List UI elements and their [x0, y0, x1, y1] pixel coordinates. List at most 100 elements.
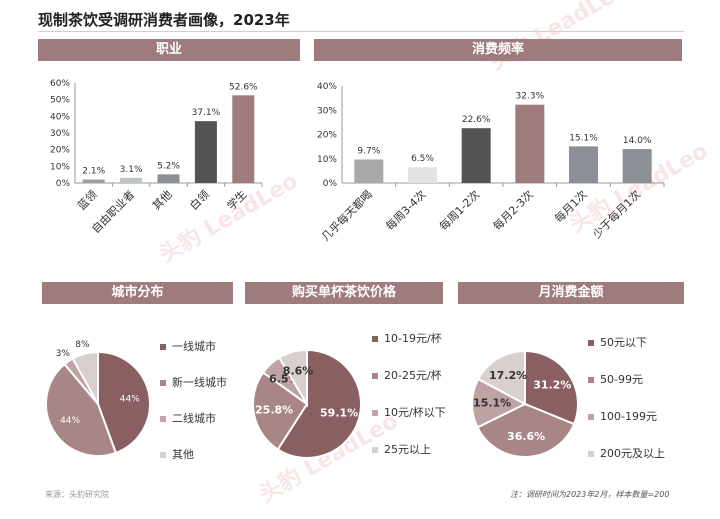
spend-legend: 50元以下 50-99元 100-199元 200元及以上: [588, 334, 720, 482]
legend-label: 25元以上: [384, 443, 431, 456]
frequency-ytick: 40%: [317, 82, 337, 92]
frequency-bar: [408, 167, 437, 183]
price-slice-label: 25.8%: [255, 403, 293, 416]
price-slice: [277, 348, 308, 408]
frequency-value-label: 32.3%: [516, 92, 545, 102]
legend-swatch: [588, 377, 594, 383]
occupation-ytick: 50%: [50, 96, 70, 106]
legend-item: 10元/杯以下: [372, 404, 446, 420]
frequency-ytick: 30%: [317, 106, 337, 116]
occupation-bar: [82, 179, 105, 183]
legend-label: 其他: [172, 448, 194, 461]
spend-slice: [524, 349, 579, 426]
city-slice: [71, 350, 99, 408]
legend-item: 50元以下: [588, 334, 647, 350]
page-title: 现制茶饮受调研消费者画像，2023年: [38, 11, 290, 29]
legend-item: 二线城市: [160, 410, 216, 426]
spend-slice: [476, 402, 576, 458]
legend-item: 10-19元/杯: [372, 330, 442, 346]
frequency-xtick: 少于每月1次: [590, 187, 644, 241]
legend-swatch: [372, 373, 378, 379]
city-slice-label: 8%: [75, 340, 90, 350]
city-legend: 一线城市新一线城市二线城市其他: [160, 338, 300, 482]
legend-swatch: [588, 340, 594, 346]
legend-swatch: [588, 451, 594, 457]
legend-item: 50-99元: [588, 371, 643, 387]
occupation-ytick: 20%: [50, 146, 70, 156]
city-slice: [45, 362, 118, 457]
price-slice: [252, 371, 309, 451]
occupation-ytick: 40%: [50, 112, 70, 122]
legend-item: 其他: [160, 446, 194, 462]
price-slice: [276, 348, 362, 459]
frequency-value-label: 9.7%: [357, 146, 380, 156]
legend-label: 新一线城市: [172, 376, 227, 389]
frequency-header: 消费频率: [314, 39, 682, 61]
legend-swatch: [372, 336, 378, 342]
frequency-value-label: 6.5%: [411, 154, 434, 164]
legend-item: 20-25元/杯: [372, 367, 442, 383]
legend-item: 一线城市: [160, 338, 216, 354]
legend-item: 200元及以上: [588, 445, 665, 461]
occupation-value-label: 3.1%: [120, 165, 143, 175]
occupation-ytick: 10%: [50, 162, 70, 172]
spend-slice-label: 36.6%: [507, 430, 545, 443]
occupation-bar: [232, 95, 255, 183]
occupation-xtick: 其他: [150, 188, 175, 213]
city-slice-label: 44%: [60, 416, 80, 426]
legend-label: 一线城市: [172, 340, 216, 353]
occupation-value-label: 2.1%: [82, 167, 105, 177]
price-slice-label: 8.6%: [283, 365, 314, 378]
legend-swatch: [372, 447, 378, 453]
legend-label: 10-19元/杯: [384, 332, 442, 345]
occupation-ytick: 30%: [50, 129, 70, 139]
occupation-bar: [157, 174, 180, 183]
occupation-bar: [194, 121, 217, 183]
price-header: 购买单杯茶饮价格: [245, 282, 443, 304]
occupation-value-label: 37.1%: [192, 108, 221, 118]
legend-label: 10元/杯以下: [384, 406, 446, 419]
frequency-bar: [569, 146, 598, 183]
spend-header: 月消费金额: [458, 282, 684, 304]
occupation-value-label: 52.6%: [229, 82, 258, 92]
legend-swatch: [588, 414, 594, 420]
legend-label: 200元及以上: [600, 447, 665, 460]
occupation-xtick: 学生: [224, 187, 249, 212]
city-header: 城市分布: [42, 282, 233, 304]
title-divider: [38, 31, 684, 32]
legend-label: 20-25元/杯: [384, 369, 442, 382]
occupation-xtick: 白领: [187, 187, 212, 212]
frequency-bar: [354, 159, 384, 183]
spend-slice-label: 15.1%: [473, 396, 511, 409]
frequency-ytick: 0%: [323, 179, 338, 189]
legend-item: 新一线城市: [160, 374, 227, 390]
price-legend: 10-19元/杯 20-25元/杯 10元/杯以下 25元以上: [372, 330, 512, 478]
frequency-xtick: 每周3-4次: [383, 187, 429, 233]
legend-swatch: [372, 410, 378, 416]
legend-item: 25元以上: [372, 441, 431, 457]
occupation-value-label: 5.2%: [157, 161, 180, 171]
price-slice-label: 59.1%: [320, 406, 358, 419]
frequency-xtick: 每月2-3次: [490, 187, 536, 233]
city-slice-label: 44%: [120, 394, 140, 404]
legend-swatch: [160, 380, 166, 386]
occupation-ytick: 0%: [56, 179, 71, 189]
spend-slice-label: 31.2%: [533, 379, 571, 392]
legend-label: 100-199元: [600, 410, 657, 423]
occupation-header: 职业: [38, 39, 300, 61]
footer-source: 来源：头豹研究院: [45, 490, 109, 499]
frequency-xtick: 几乎每天都喝: [318, 187, 375, 244]
legend-swatch: [160, 452, 166, 458]
legend-swatch: [160, 416, 166, 422]
frequency-bar: [622, 149, 652, 183]
spend-slice-label: 17.2%: [489, 369, 527, 382]
frequency-ytick: 10%: [317, 155, 337, 165]
city-slice: [97, 350, 151, 455]
footer-note: 注：调研时间为2023年2月，样本数量=200: [510, 490, 670, 499]
occupation-bar: [120, 177, 143, 183]
frequency-xtick: 每月1次: [551, 187, 589, 225]
occupation-xtick: 蓝领: [75, 188, 100, 213]
legend-swatch: [160, 344, 166, 350]
frequency-bar: [461, 128, 491, 183]
